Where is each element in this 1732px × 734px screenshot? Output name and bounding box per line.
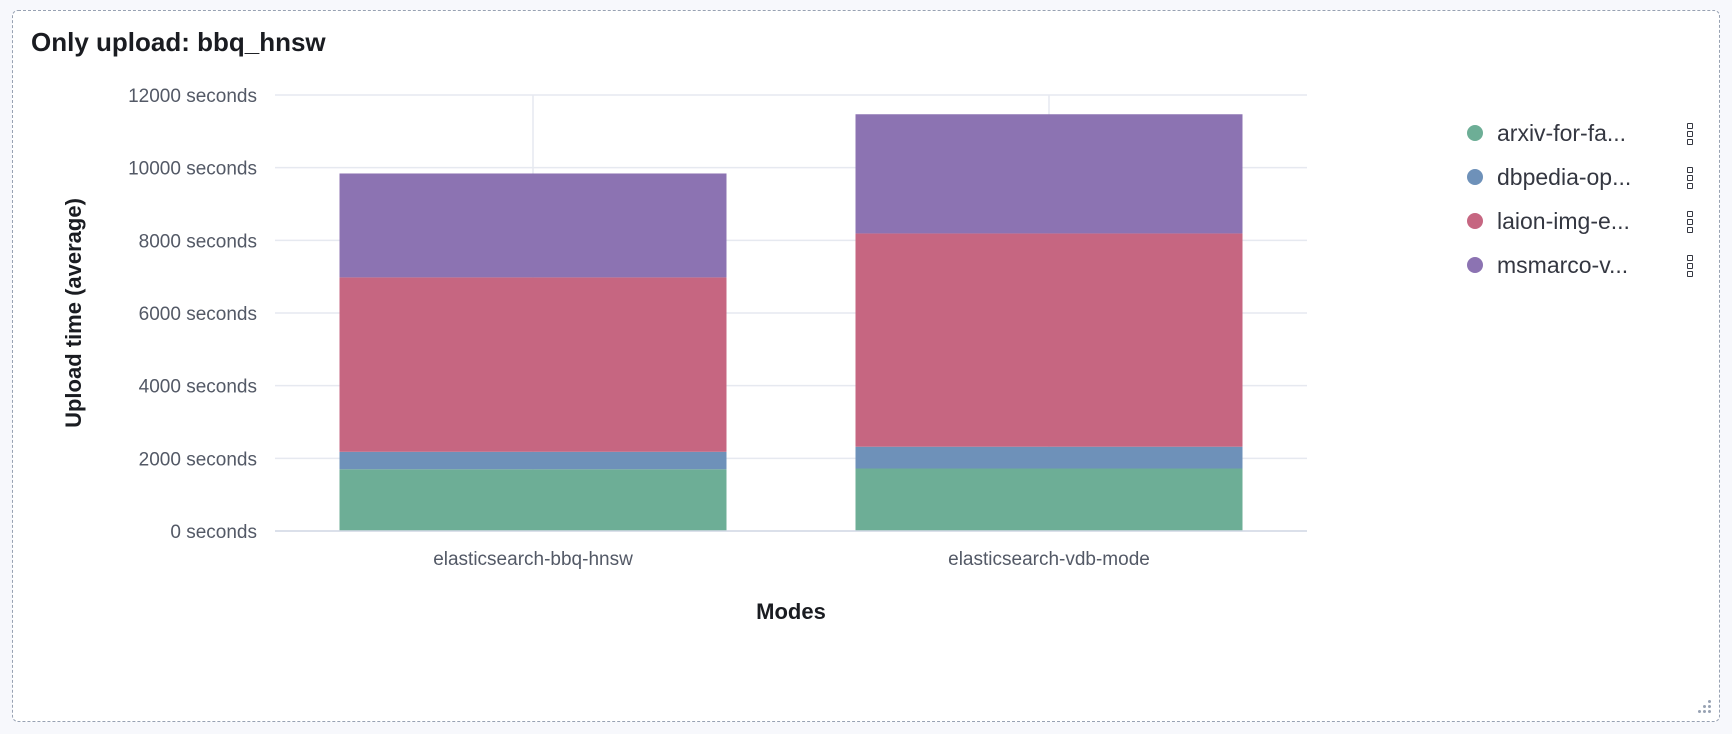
chart-legend: arxiv-for-fa... dbpedia-op... laion-img-e.… [1457,111,1697,287]
y-tick-label: 12000 seconds [128,86,257,107]
stacked-bar-chart: 0 seconds 2000 seconds 4000 seconds 6000 se… [61,86,1307,624]
legend-color-dot [1467,125,1483,141]
bar-segment [855,468,1243,531]
legend-label: dbpedia-op... [1497,163,1632,190]
legend-color-dot [1467,213,1483,229]
legend-actions-icon[interactable] [1685,211,1695,233]
y-tick-label: 0 seconds [170,522,257,543]
bar-segment [339,173,727,278]
legend-label: laion-img-e... [1497,207,1630,234]
legend-item[interactable]: arxiv-for-fa... [1457,111,1697,155]
y-axis-title: Upload time (average) [61,198,86,428]
bar-segment [339,277,727,452]
legend-color-dot [1467,169,1483,185]
y-tick-label: 2000 seconds [139,449,257,470]
panel-title: Only upload: bbq_hnsw [31,27,326,57]
legend-label: arxiv-for-fa... [1497,119,1627,146]
y-tick-label: 4000 seconds [139,377,257,398]
legend-actions-icon[interactable] [1685,123,1695,145]
x-tick-label: elasticsearch-vdb-mode [948,549,1150,570]
y-tick-label: 10000 seconds [128,159,257,180]
legend-color-dot [1467,257,1483,273]
bar-segment [339,451,727,470]
legend-item[interactable]: laion-img-e... [1457,199,1697,243]
x-tick-label: elasticsearch-bbq-hnsw [433,549,633,570]
bar-segment [339,469,727,531]
legend-item[interactable]: dbpedia-op... [1457,155,1697,199]
legend-actions-icon[interactable] [1685,167,1695,189]
bar-segment [855,114,1243,234]
y-tick-label: 8000 seconds [139,231,257,252]
bar-segment [855,233,1243,447]
x-axis-title: Modes [756,599,826,624]
chart-panel: Only upload: bbq_hnsw 0 seconds 2000 seco… [12,10,1720,722]
legend-item[interactable]: msmarco-v... [1457,243,1697,287]
legend-label: msmarco-v... [1497,251,1629,278]
y-tick-label: 6000 seconds [139,304,257,325]
resize-handle-icon[interactable] [1695,697,1711,713]
legend-actions-icon[interactable] [1685,255,1695,277]
bar-segment [855,446,1243,469]
